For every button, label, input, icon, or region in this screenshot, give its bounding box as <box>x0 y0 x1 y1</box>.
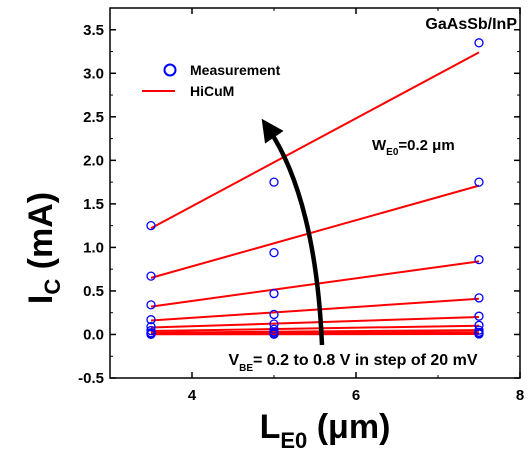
y-axis-label-main: I <box>22 295 60 304</box>
legend-hicum-label: HiCuM <box>190 83 234 99</box>
material-label: GaAsSb/InP <box>425 16 517 33</box>
x-axis-label: LE0 (μm) <box>260 408 391 453</box>
vbe-text: = 0.2 to 0.8 V in step of 20 mV <box>253 352 478 369</box>
x-tick-label: 6 <box>352 387 360 404</box>
y-tick-label: 1.5 <box>83 196 104 213</box>
legend: Measurement HiCuM <box>142 62 281 99</box>
plot-frame <box>109 7 521 379</box>
measurement-point <box>146 271 156 281</box>
measurement-point <box>269 247 279 258</box>
x-tick-label: 4 <box>188 387 197 404</box>
y-tick-label: 2.5 <box>83 109 104 126</box>
y-tick-label: 3.5 <box>83 22 104 39</box>
y-tick-label: -0.5 <box>78 370 104 387</box>
measurement-point <box>269 309 279 320</box>
x-axis-label-main: L <box>260 408 281 446</box>
hicum-lines <box>150 51 480 336</box>
legend-measurement-label: Measurement <box>190 62 281 78</box>
measurement-point <box>146 315 156 325</box>
y-axis-label-unit: (mA) <box>22 192 60 279</box>
measurement-point <box>269 329 279 339</box>
y-tick-labels: -0.5 0.0 0.5 1.0 1.5 2.0 2.5 3.0 3.5 <box>78 22 104 387</box>
y-tick-label: 1.0 <box>83 239 104 256</box>
measurement-point <box>269 288 279 299</box>
measurement-point <box>474 329 484 339</box>
vbe-sub: BE <box>239 363 253 374</box>
measurement-point <box>146 329 156 339</box>
trend-arrow <box>261 118 325 346</box>
hicum-line <box>150 329 480 334</box>
hicum-line <box>150 316 480 329</box>
measurement-point <box>474 177 484 187</box>
vbe-annotation: VBE= 0.2 to 0.8 V in step of 20 mV <box>228 352 477 374</box>
measurement-point <box>269 324 279 334</box>
x-tick-labels: 4 6 8 <box>188 387 524 404</box>
x-axis-label-unit: (μm) <box>307 408 390 446</box>
x-axis-label-sub: E0 <box>280 428 307 453</box>
vbe-main: V <box>228 352 239 369</box>
width-value: =0.2 μm <box>398 137 454 154</box>
y-tick-label: 2.0 <box>83 152 104 169</box>
y-tick-label: 0.0 <box>83 326 104 343</box>
emitter-width-annotation: WE0=0.2 μm <box>372 137 455 158</box>
hicum-line <box>150 51 480 230</box>
measurement-point <box>269 177 279 187</box>
measurement-point <box>474 311 484 321</box>
measurement-point <box>146 300 156 310</box>
hicum-line <box>150 324 480 332</box>
hicum-line <box>150 297 480 322</box>
y-axis-label: IC (mA) <box>22 192 65 304</box>
measurement-markers <box>146 38 484 339</box>
measurement-point <box>474 254 484 265</box>
y-tick-label: 3.0 <box>83 65 104 82</box>
width-sub: E0 <box>386 147 399 158</box>
legend-measurement-marker <box>163 63 177 77</box>
y-axis-label-sub: C <box>40 279 65 295</box>
measurement-point <box>474 293 484 303</box>
y-tick-label: 0.5 <box>83 283 104 300</box>
hicum-line <box>150 184 480 279</box>
width-main: W <box>372 137 387 154</box>
x-tick-label: 8 <box>516 387 524 404</box>
measurement-point <box>146 220 156 231</box>
measurement-point <box>474 38 484 48</box>
